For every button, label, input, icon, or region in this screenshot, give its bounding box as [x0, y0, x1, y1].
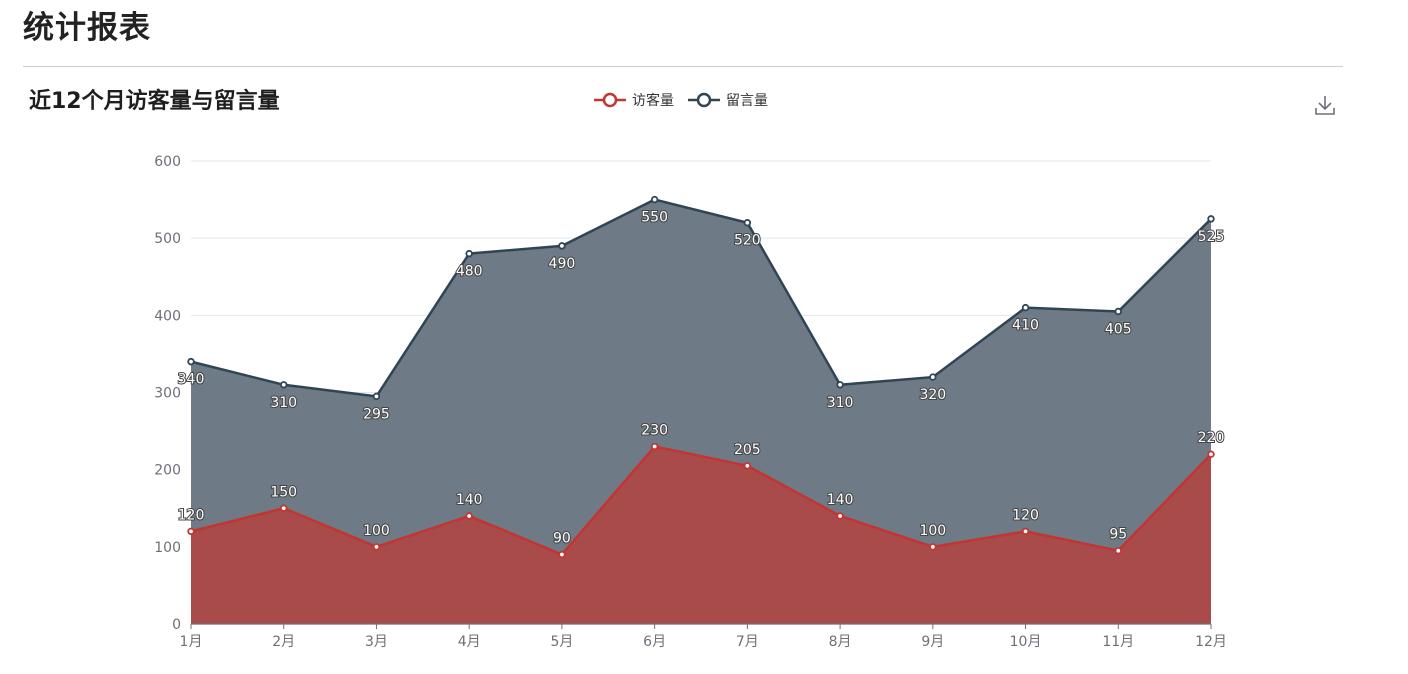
visitors-point[interactable] [743, 462, 752, 470]
messages-point[interactable] [743, 219, 752, 227]
page-title: 统计报表 [23, 10, 151, 46]
messages-point[interactable] [929, 373, 937, 381]
legend-item-visitors[interactable]: 访客量 [594, 90, 674, 110]
messages-point[interactable] [280, 381, 288, 389]
visitors-point[interactable] [1021, 527, 1030, 536]
visitors-data-label: 230 [641, 423, 668, 439]
messages-data-label: 310 [827, 395, 854, 411]
visitors-data-label: 120 [1012, 507, 1039, 523]
messages-point[interactable] [558, 242, 566, 250]
visitors-point[interactable] [558, 550, 566, 559]
visitors-point[interactable] [372, 543, 381, 551]
messages-data-label: 310 [270, 395, 297, 411]
y-tick-label: 100 [154, 540, 181, 556]
messages-data-label: 405 [1105, 321, 1132, 337]
visitors-data-label: 150 [270, 484, 297, 500]
legend-item-messages[interactable]: 留言量 [688, 90, 768, 110]
visitors-data-label: 140 [827, 492, 854, 508]
messages-data-label: 490 [549, 256, 576, 272]
legend-visitors-label: 访客量 [632, 93, 674, 109]
messages-point[interactable] [372, 392, 381, 401]
messages-point[interactable] [836, 381, 844, 389]
messages-data-label: 320 [919, 387, 946, 403]
messages-data-label: 340 [178, 372, 205, 388]
visitors-data-label: 120 [178, 507, 205, 523]
messages-data-label: 295 [363, 406, 390, 422]
messages-data-label: 520 [734, 233, 761, 249]
messages-line [190, 198, 1212, 398]
messages-point[interactable] [1114, 307, 1122, 316]
y-tick-label: 500 [154, 231, 181, 247]
y-tick-label: 300 [154, 386, 181, 402]
chart-title: 近12个月访客量与留言量 [29, 89, 280, 114]
visitors-point[interactable] [836, 512, 844, 520]
x-tick-label: 6月 [643, 634, 666, 650]
visitors-data-label: 100 [919, 523, 946, 539]
x-tick-label: 12月 [1195, 634, 1227, 650]
y-tick-label: 0 [172, 617, 181, 633]
visitors-point[interactable] [1207, 450, 1215, 458]
messages-point[interactable] [1021, 303, 1030, 312]
messages-area [191, 199, 1211, 625]
visitors-data-label: 95 [1109, 527, 1127, 543]
messages-data-label: 480 [456, 264, 483, 280]
messages-data-label: 410 [1012, 318, 1039, 334]
legend-visitors-icon [594, 92, 626, 108]
x-tick-label: 1月 [180, 634, 203, 650]
x-tick-label: 4月 [458, 634, 481, 650]
visitors-point[interactable] [280, 504, 288, 512]
visitors-data-label: 100 [363, 523, 390, 539]
x-tick-label: 10月 [1010, 634, 1042, 650]
title-divider [23, 66, 1343, 67]
visitors-point[interactable] [929, 543, 937, 551]
messages-point[interactable] [187, 357, 195, 366]
chart-legend: 访客量 留言量 [594, 90, 768, 110]
x-tick-label: 5月 [550, 634, 573, 650]
visitors-data-label: 205 [734, 442, 761, 458]
messages-point[interactable] [465, 249, 473, 258]
visitors-point[interactable] [187, 527, 195, 536]
messages-point[interactable] [650, 195, 659, 204]
x-tick-label: 3月 [365, 634, 388, 650]
messages-data-label: 550 [641, 210, 668, 226]
y-tick-label: 400 [154, 308, 181, 324]
legend-messages-label: 留言量 [726, 93, 768, 109]
visitors-point[interactable] [465, 512, 473, 520]
visitors-point[interactable] [1114, 546, 1122, 555]
y-tick-label: 200 [154, 463, 181, 479]
x-tick-label: 9月 [921, 634, 944, 650]
visitors-point[interactable] [650, 442, 659, 451]
x-tick-label: 2月 [272, 634, 295, 650]
visitors-area [191, 446, 1211, 624]
y-tick-label: 600 [154, 154, 181, 170]
legend-messages-icon [688, 92, 720, 108]
download-icon[interactable] [1312, 92, 1338, 118]
x-tick-label: 8月 [829, 634, 852, 650]
visitors-data-label: 140 [456, 492, 483, 508]
messages-data-label: 525 [1198, 229, 1225, 245]
x-tick-label: 11月 [1102, 634, 1134, 650]
visitors-line [190, 445, 1212, 557]
x-tick-label: 7月 [736, 634, 759, 650]
visitors-data-label: 220 [1198, 430, 1225, 446]
visitors-data-label: 90 [553, 531, 571, 547]
messages-point[interactable] [1207, 215, 1215, 223]
